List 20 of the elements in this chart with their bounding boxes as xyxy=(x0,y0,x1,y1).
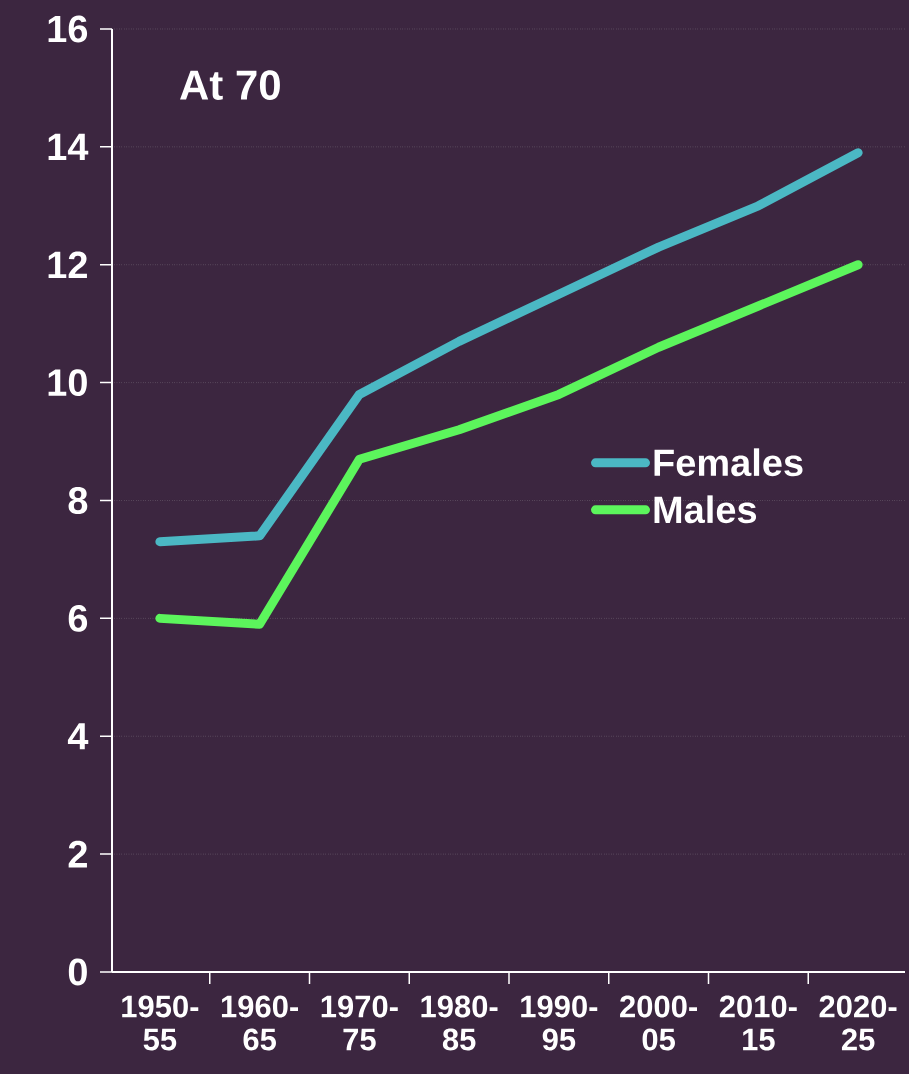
y-tick-label: 12 xyxy=(48,251,87,279)
x-tick-label: 2020-25 xyxy=(819,995,897,1051)
x-tick-label: 1990-95 xyxy=(520,995,598,1051)
y-tick-label: 4 xyxy=(67,723,89,750)
text: At 70 xyxy=(179,70,280,100)
y-tick-label: 2 xyxy=(68,840,87,868)
y-tick-label: 14 xyxy=(48,133,89,160)
x-tick-label: 1970-75 xyxy=(321,995,398,1051)
y-tick-label: 8 xyxy=(68,487,88,514)
y-tick-label: 10 xyxy=(48,369,87,397)
x-tick-label: 2010-15 xyxy=(719,995,797,1051)
legend-label: Females xyxy=(654,448,803,477)
legend-label: Males xyxy=(654,495,756,524)
y-tick-label: 6 xyxy=(68,604,87,632)
x-tick-label: 2000-05 xyxy=(619,995,697,1051)
y-tick-label: 16 xyxy=(48,15,87,43)
y-tick-label: 0 xyxy=(68,958,87,986)
x-tick-label: 1950-55 xyxy=(121,995,199,1051)
x-tick-label: 1980-85 xyxy=(421,995,498,1051)
x-tick-label: 1960-65 xyxy=(221,995,298,1051)
